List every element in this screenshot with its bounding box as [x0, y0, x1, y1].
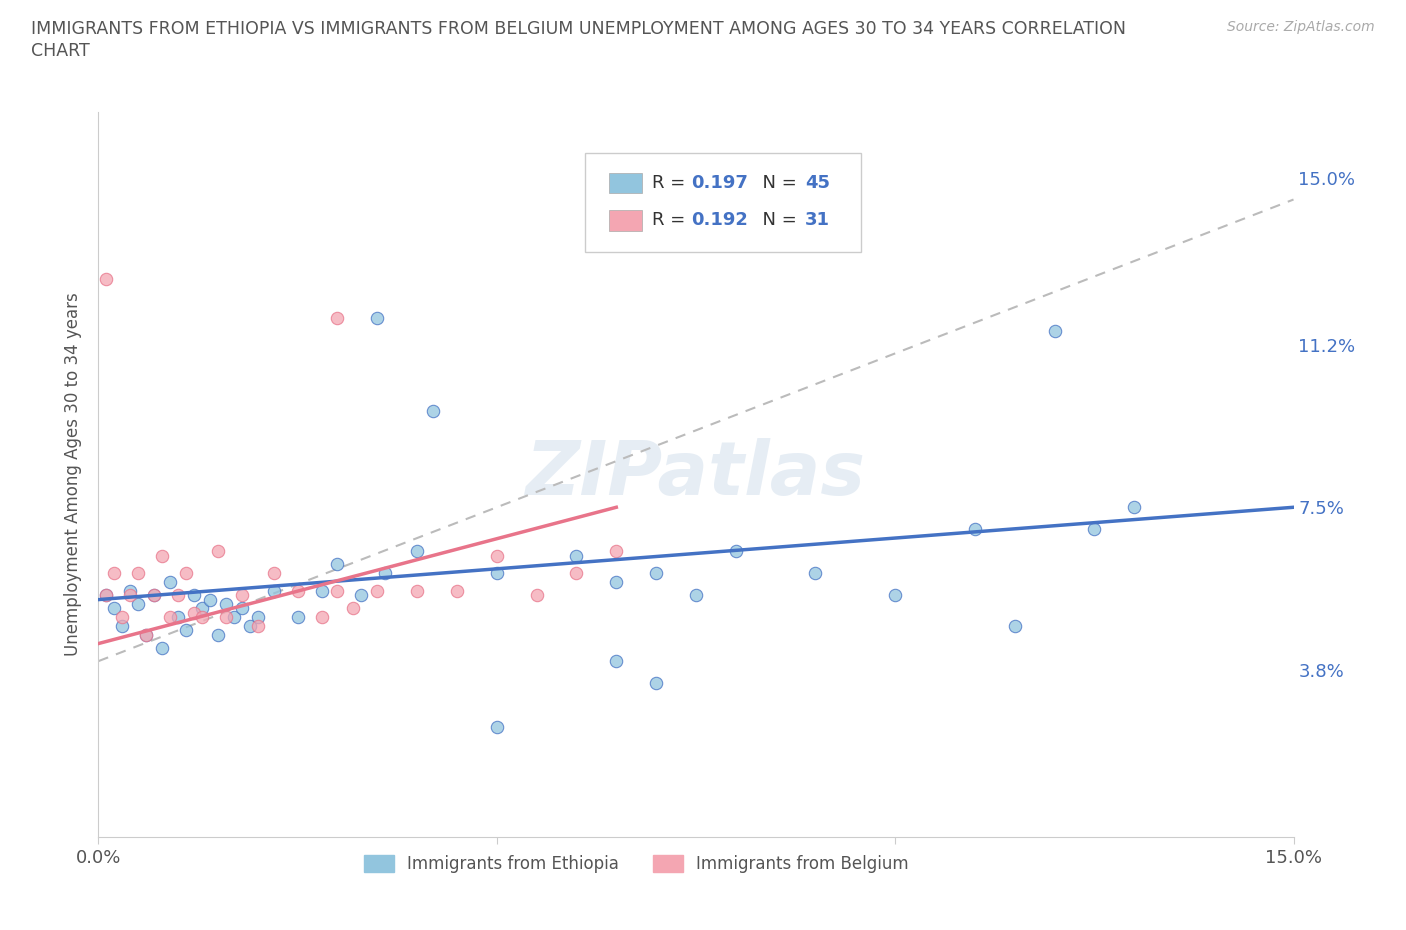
Point: [485, 720, 508, 735]
FancyBboxPatch shape: [609, 210, 643, 231]
Point: [342, 601, 364, 616]
Point: [406, 583, 429, 598]
Point: [167, 588, 190, 603]
Point: [565, 565, 588, 580]
Point: [120, 588, 142, 603]
Point: [884, 588, 907, 603]
Point: [485, 548, 508, 563]
Point: [120, 583, 142, 598]
Point: [366, 311, 388, 325]
Point: [422, 403, 444, 418]
Point: [111, 618, 134, 633]
Point: [215, 610, 238, 625]
Point: [159, 610, 181, 625]
Point: [183, 605, 205, 620]
Text: 45: 45: [804, 174, 830, 192]
Point: [485, 565, 508, 580]
Point: [174, 565, 197, 580]
Point: [311, 610, 333, 625]
Point: [326, 557, 349, 572]
Point: [366, 583, 388, 598]
Point: [239, 618, 262, 633]
FancyBboxPatch shape: [609, 173, 643, 193]
Point: [103, 601, 125, 616]
Point: [326, 311, 349, 325]
Point: [565, 548, 588, 563]
Point: [685, 588, 707, 603]
Point: [207, 628, 229, 643]
Point: [191, 610, 214, 625]
Point: [963, 522, 986, 537]
Text: R =: R =: [652, 211, 690, 230]
FancyBboxPatch shape: [585, 153, 860, 252]
Legend: Immigrants from Ethiopia, Immigrants from Belgium: Immigrants from Ethiopia, Immigrants fro…: [357, 848, 915, 880]
Text: 31: 31: [804, 211, 830, 230]
Point: [605, 654, 627, 669]
Y-axis label: Unemployment Among Ages 30 to 34 years: Unemployment Among Ages 30 to 34 years: [63, 292, 82, 657]
Point: [183, 588, 205, 603]
Point: [1123, 499, 1146, 514]
Text: Source: ZipAtlas.com: Source: ZipAtlas.com: [1227, 20, 1375, 34]
Point: [127, 565, 149, 580]
Point: [1083, 522, 1105, 537]
Point: [645, 565, 668, 580]
Point: [446, 583, 468, 598]
Point: [1043, 324, 1066, 339]
Text: N =: N =: [751, 211, 803, 230]
Point: [127, 596, 149, 611]
Point: [167, 610, 190, 625]
Point: [326, 583, 349, 598]
Point: [246, 610, 269, 625]
Point: [645, 676, 668, 691]
Point: [231, 588, 253, 603]
Point: [207, 544, 229, 559]
Point: [159, 575, 181, 590]
Point: [605, 544, 627, 559]
Point: [350, 588, 373, 603]
Point: [96, 588, 118, 603]
Point: [311, 583, 333, 598]
Point: [96, 272, 118, 286]
Point: [222, 610, 245, 625]
Point: [231, 601, 253, 616]
Point: [111, 610, 134, 625]
Point: [526, 588, 548, 603]
Point: [143, 588, 166, 603]
Text: ZIPatlas: ZIPatlas: [526, 438, 866, 511]
Point: [374, 565, 396, 580]
Text: N =: N =: [751, 174, 803, 192]
Point: [1004, 618, 1026, 633]
Point: [263, 583, 285, 598]
Text: R =: R =: [652, 174, 690, 192]
Point: [724, 544, 747, 559]
Point: [804, 565, 827, 580]
Point: [96, 588, 118, 603]
Text: CHART: CHART: [31, 42, 90, 60]
Text: IMMIGRANTS FROM ETHIOPIA VS IMMIGRANTS FROM BELGIUM UNEMPLOYMENT AMONG AGES 30 T: IMMIGRANTS FROM ETHIOPIA VS IMMIGRANTS F…: [31, 20, 1126, 38]
Point: [406, 544, 429, 559]
Point: [135, 628, 157, 643]
Text: 0.197: 0.197: [692, 174, 748, 192]
Point: [143, 588, 166, 603]
Point: [174, 623, 197, 638]
Point: [287, 583, 309, 598]
Point: [287, 610, 309, 625]
Point: [135, 628, 157, 643]
Point: [605, 575, 627, 590]
Point: [263, 565, 285, 580]
Point: [103, 565, 125, 580]
Point: [198, 592, 221, 607]
Point: [150, 548, 173, 563]
Text: 0.192: 0.192: [692, 211, 748, 230]
Point: [191, 601, 214, 616]
Point: [215, 596, 238, 611]
Point: [246, 618, 269, 633]
Point: [150, 641, 173, 656]
